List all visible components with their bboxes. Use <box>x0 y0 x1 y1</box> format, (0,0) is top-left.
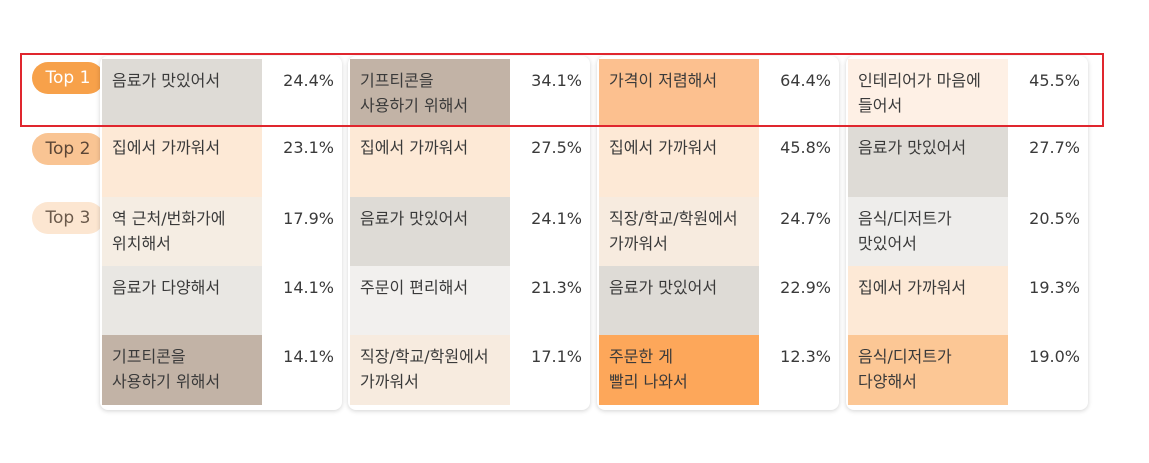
rank-badge-top3: Top 3 <box>32 202 104 234</box>
reason-label: 음료가 맛있어서 <box>102 59 262 126</box>
rank-badge-top2: Top 2 <box>32 133 104 165</box>
percentage-value: 23.1% <box>283 138 334 157</box>
table-row: 역 근처/번화가에 위치해서 17.9% <box>100 197 342 266</box>
table-row: 집에서 가까워서 23.1% <box>100 126 342 197</box>
table-row: 음식/디저트가 맛있어서 20.5% <box>846 197 1088 266</box>
table-row: 가격이 저렴해서 64.4% <box>597 59 839 126</box>
reason-label: 가격이 저렴해서 <box>599 59 759 126</box>
percentage-value: 45.5% <box>1029 71 1080 90</box>
ranking-column-3: 가격이 저렴해서 64.4% 집에서 가까워서 45.8% 직장/학교/학원에서 가까워… <box>597 56 839 410</box>
reason-label: 집에서 가까워서 <box>599 126 759 197</box>
ranking-column-1: 음료가 맛있어서 24.4% 집에서 가까워서 23.1% 역 근처/번화가에 위치해서… <box>100 56 342 410</box>
reason-label: 기프티콘을 사용하기 위해서 <box>102 335 262 405</box>
table-row: 음료가 맛있어서 27.7% <box>846 126 1088 197</box>
reason-label: 음료가 맛있어서 <box>350 197 510 266</box>
table-row: 기프티콘을 사용하기 위해서 14.1% <box>100 335 342 405</box>
percentage-value: 24.7% <box>780 209 831 228</box>
percentage-value: 20.5% <box>1029 209 1080 228</box>
reason-label: 역 근처/번화가에 위치해서 <box>102 197 262 266</box>
table-row: 음료가 맛있어서 24.1% <box>348 197 590 266</box>
percentage-value: 27.7% <box>1029 138 1080 157</box>
table-row: 직장/학교/학원에서 가까워서 24.7% <box>597 197 839 266</box>
reason-label: 집에서 가까워서 <box>350 126 510 197</box>
reason-label: 집에서 가까워서 <box>848 266 1008 335</box>
percentage-value: 34.1% <box>531 71 582 90</box>
table-row: 음식/디저트가 다양해서 19.0% <box>846 335 1088 405</box>
percentage-value: 19.3% <box>1029 278 1080 297</box>
reason-label: 음료가 다양해서 <box>102 266 262 335</box>
reason-label: 음료가 맛있어서 <box>848 126 1008 197</box>
percentage-value: 27.5% <box>531 138 582 157</box>
percentage-value: 45.8% <box>780 138 831 157</box>
percentage-value: 14.1% <box>283 278 334 297</box>
table-row: 집에서 가까워서 27.5% <box>348 126 590 197</box>
reason-label: 음식/디저트가 맛있어서 <box>848 197 1008 266</box>
table-row: 음료가 맛있어서 22.9% <box>597 266 839 335</box>
percentage-value: 24.1% <box>531 209 582 228</box>
reason-label: 집에서 가까워서 <box>102 126 262 197</box>
reason-label: 직장/학교/학원에서 가까워서 <box>599 197 759 266</box>
reason-label: 직장/학교/학원에서 가까워서 <box>350 335 510 405</box>
reason-label: 음식/디저트가 다양해서 <box>848 335 1008 405</box>
table-row: 집에서 가까워서 19.3% <box>846 266 1088 335</box>
table-row: 음료가 맛있어서 24.4% <box>100 59 342 126</box>
reason-label: 인테리어가 마음에 들어서 <box>848 59 1008 126</box>
ranking-column-4: 인테리어가 마음에 들어서 45.5% 음료가 맛있어서 27.7% 음식/디저트가 맛… <box>846 56 1088 410</box>
percentage-value: 14.1% <box>283 347 334 366</box>
percentage-value: 64.4% <box>780 71 831 90</box>
percentage-value: 21.3% <box>531 278 582 297</box>
table-row: 인테리어가 마음에 들어서 45.5% <box>846 59 1088 126</box>
reason-label: 주문이 편리해서 <box>350 266 510 335</box>
percentage-value: 19.0% <box>1029 347 1080 366</box>
reason-label: 주문한 게 빨리 나와서 <box>599 335 759 405</box>
table-row: 주문이 편리해서 21.3% <box>348 266 590 335</box>
percentage-value: 17.1% <box>531 347 582 366</box>
percentage-value: 24.4% <box>283 71 334 90</box>
rank-badge-top1: Top 1 <box>32 62 104 94</box>
percentage-value: 22.9% <box>780 278 831 297</box>
table-row: 기프티콘을 사용하기 위해서 34.1% <box>348 59 590 126</box>
table-row: 주문한 게 빨리 나와서 12.3% <box>597 335 839 405</box>
percentage-value: 12.3% <box>780 347 831 366</box>
percentage-value: 17.9% <box>283 209 334 228</box>
reason-label: 음료가 맛있어서 <box>599 266 759 335</box>
reason-label: 기프티콘을 사용하기 위해서 <box>350 59 510 126</box>
table-row: 집에서 가까워서 45.8% <box>597 126 839 197</box>
table-row: 음료가 다양해서 14.1% <box>100 266 342 335</box>
ranking-column-2: 기프티콘을 사용하기 위해서 34.1% 집에서 가까워서 27.5% 음료가 맛있어서… <box>348 56 590 410</box>
table-row: 직장/학교/학원에서 가까워서 17.1% <box>348 335 590 405</box>
